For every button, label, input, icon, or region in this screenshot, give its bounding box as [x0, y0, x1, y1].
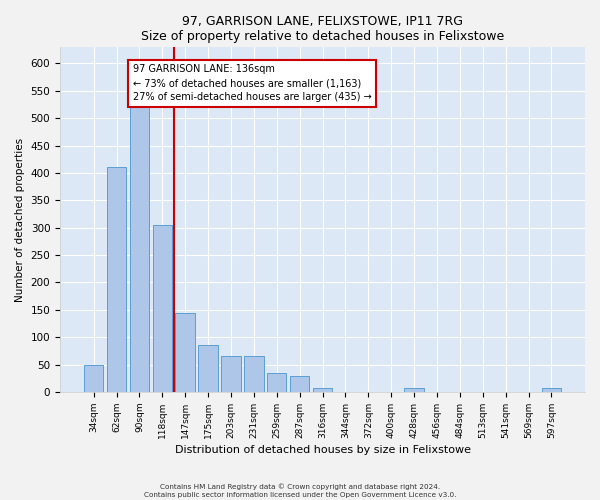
Bar [152, 225, 172, 392]
Bar [313, 388, 332, 392]
Y-axis label: Number of detached properties: Number of detached properties [15, 138, 25, 302]
Bar [107, 168, 126, 392]
Bar [404, 388, 424, 392]
Bar [290, 376, 310, 392]
X-axis label: Distribution of detached houses by size in Felixstowe: Distribution of detached houses by size … [175, 445, 470, 455]
Text: 97 GARRISON LANE: 136sqm
← 73% of detached houses are smaller (1,163)
27% of sem: 97 GARRISON LANE: 136sqm ← 73% of detach… [133, 64, 371, 102]
Bar [175, 312, 195, 392]
Text: Contains HM Land Registry data © Crown copyright and database right 2024.
Contai: Contains HM Land Registry data © Crown c… [144, 484, 456, 498]
Bar [221, 356, 241, 392]
Bar [267, 373, 286, 392]
Bar [542, 388, 561, 392]
Bar [199, 346, 218, 392]
Title: 97, GARRISON LANE, FELIXSTOWE, IP11 7RG
Size of property relative to detached ho: 97, GARRISON LANE, FELIXSTOWE, IP11 7RG … [141, 15, 504, 43]
Bar [244, 356, 263, 392]
Bar [130, 96, 149, 392]
Bar [84, 364, 103, 392]
